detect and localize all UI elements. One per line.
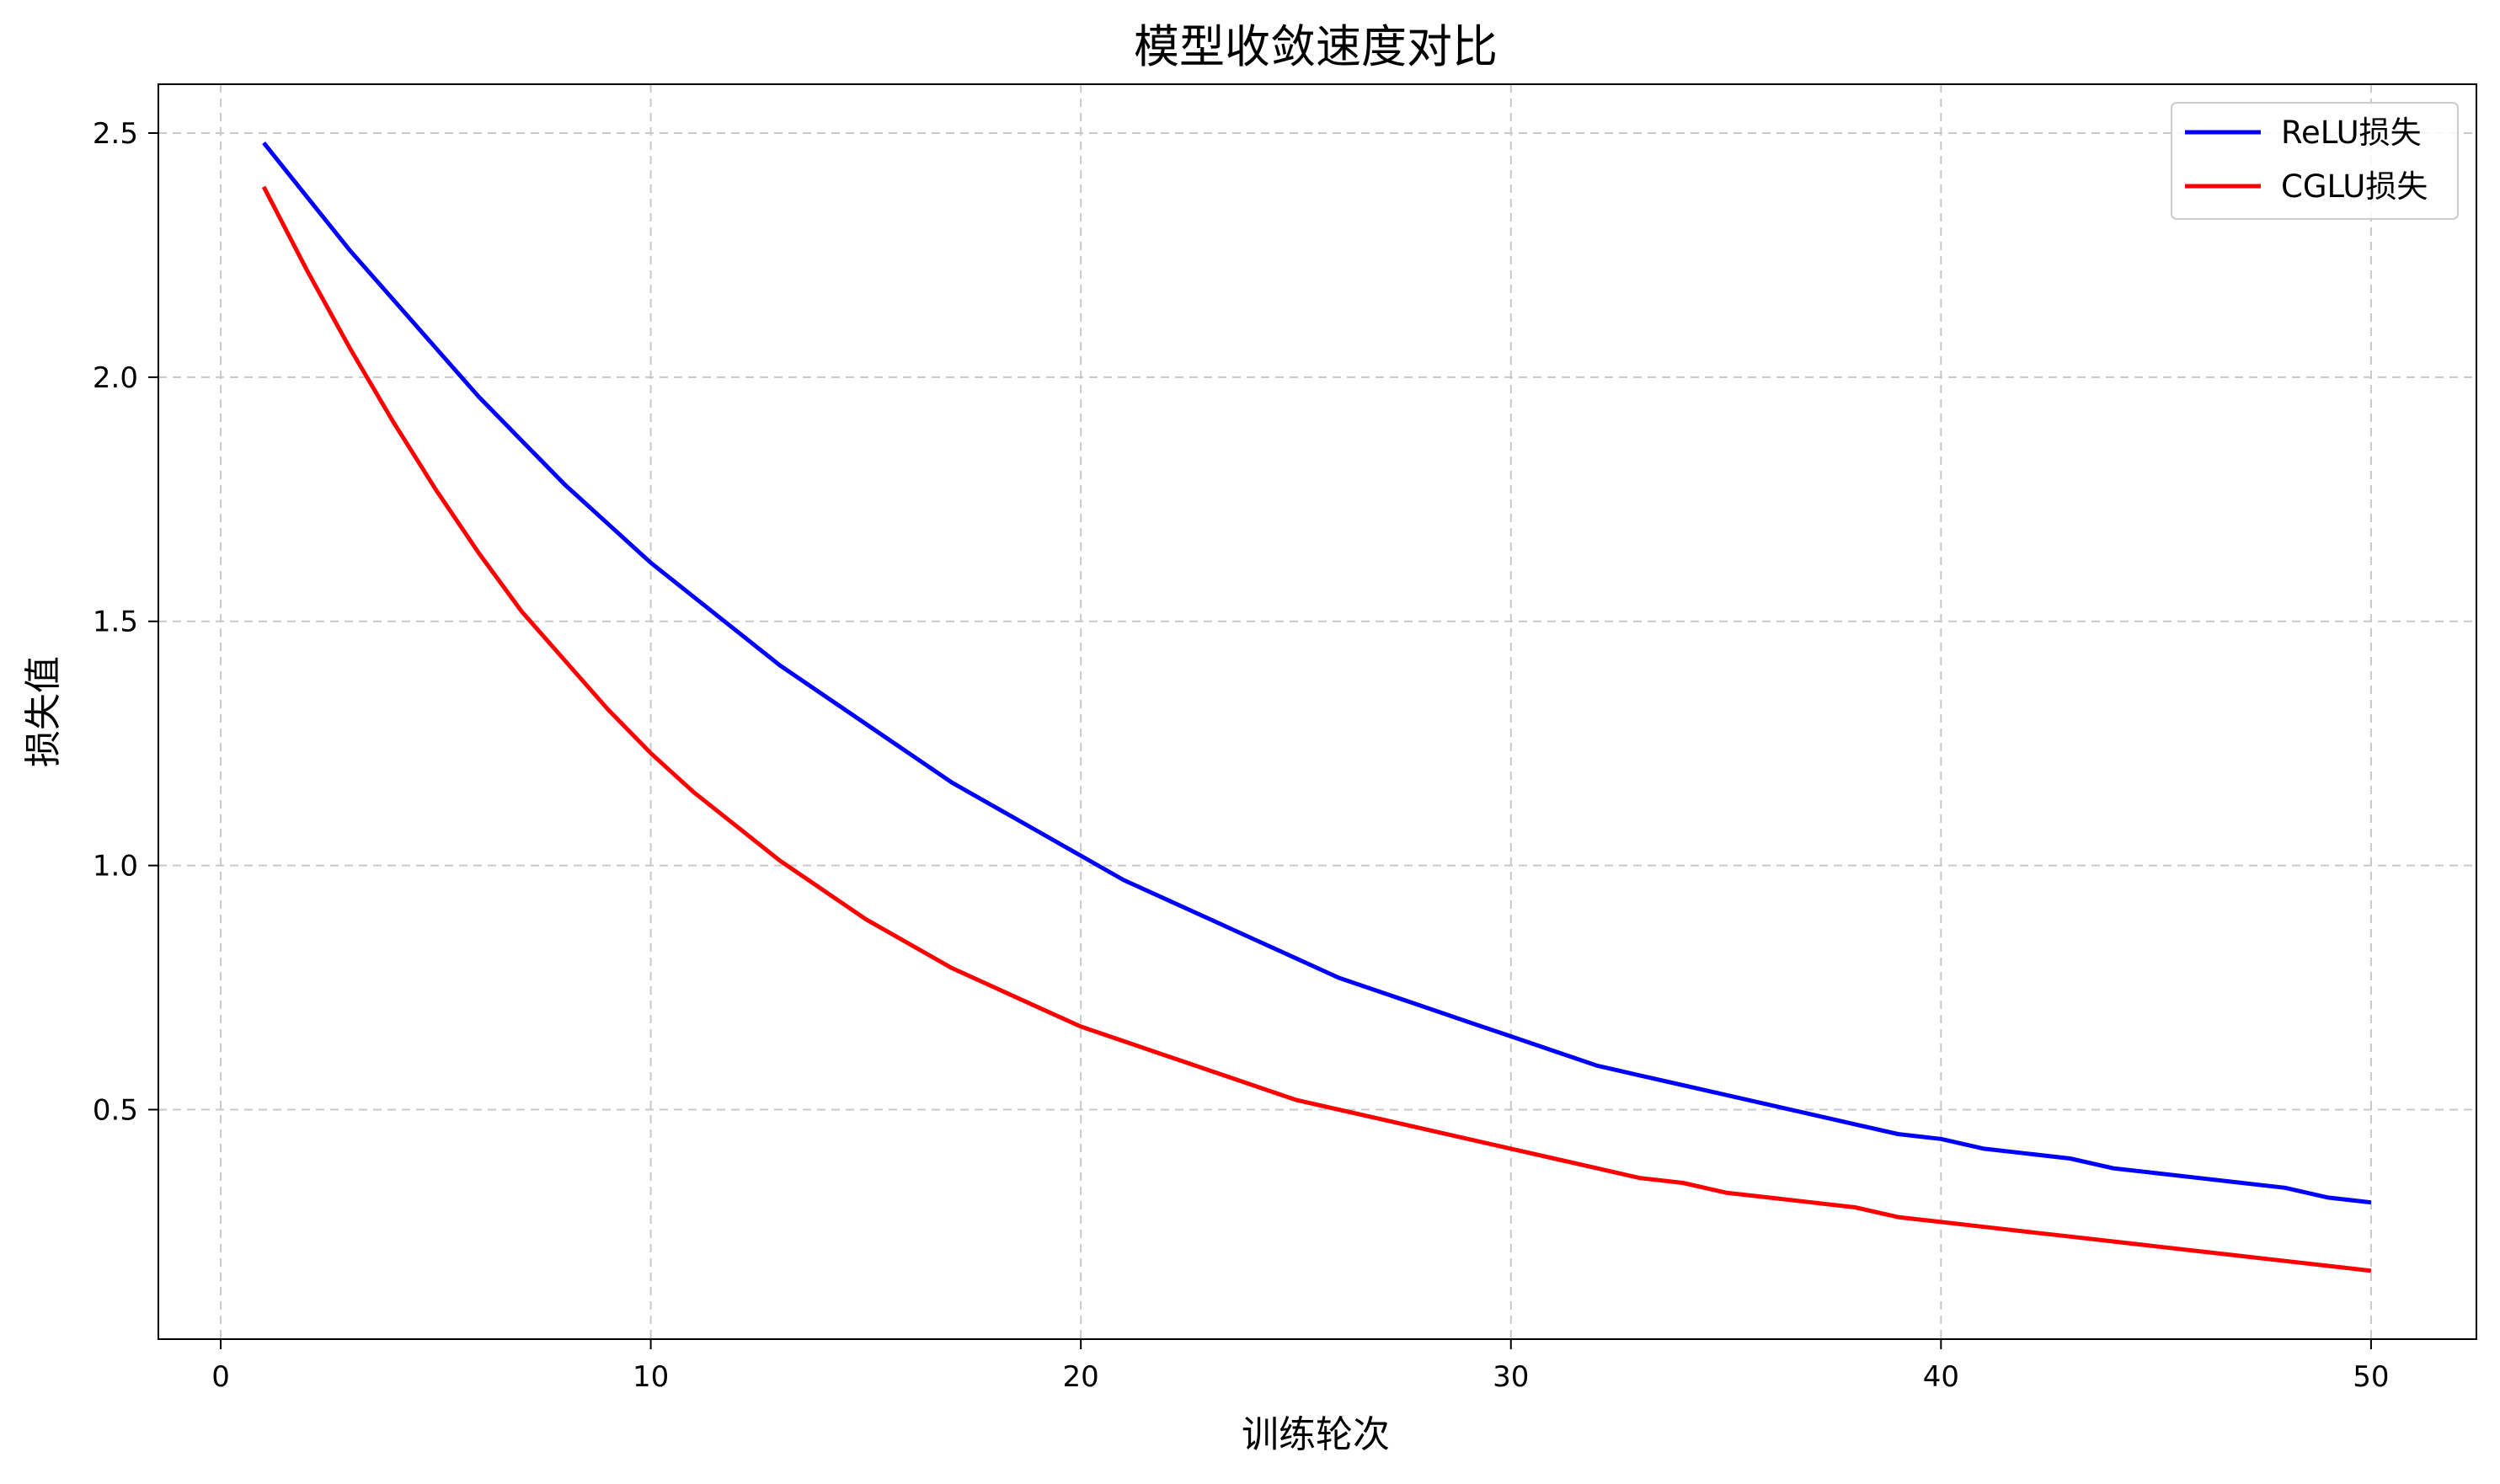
x-tick-label: 0	[211, 1360, 230, 1394]
legend: ReLU损失 CGLU损失	[2171, 102, 2459, 220]
x-tick-label: 50	[2353, 1360, 2389, 1394]
tick-layer: 0 10 20 30 40 50 0.5 1.0 1.5 2.0 2.5	[93, 117, 2390, 1394]
cglu-loss-line	[261, 185, 2372, 1273]
y-axis-label: 损失值	[22, 656, 65, 767]
x-tick-label: 40	[1923, 1360, 1959, 1394]
series-layer	[261, 141, 2372, 1273]
chart-title: 模型收敛速度对比	[1134, 20, 1498, 73]
x-tick-label: 10	[633, 1360, 669, 1394]
legend-label-relu: ReLU损失	[2281, 115, 2422, 151]
y-tick-label: 0.5	[93, 1094, 138, 1128]
y-tick-label: 2.5	[93, 117, 138, 151]
x-tick-label: 20	[1063, 1360, 1099, 1394]
y-tick-label: 2.0	[93, 361, 138, 395]
y-tick-label: 1.0	[93, 850, 138, 883]
x-axis-label: 训练轮次	[1242, 1413, 1390, 1456]
x-tick-label: 30	[1493, 1360, 1529, 1394]
legend-label-cglu: CGLU损失	[2281, 168, 2428, 205]
grid-layer	[158, 84, 2476, 1339]
relu-loss-line	[262, 141, 2372, 1205]
y-tick-label: 1.5	[93, 606, 138, 639]
plot-frame	[158, 83, 2477, 1340]
